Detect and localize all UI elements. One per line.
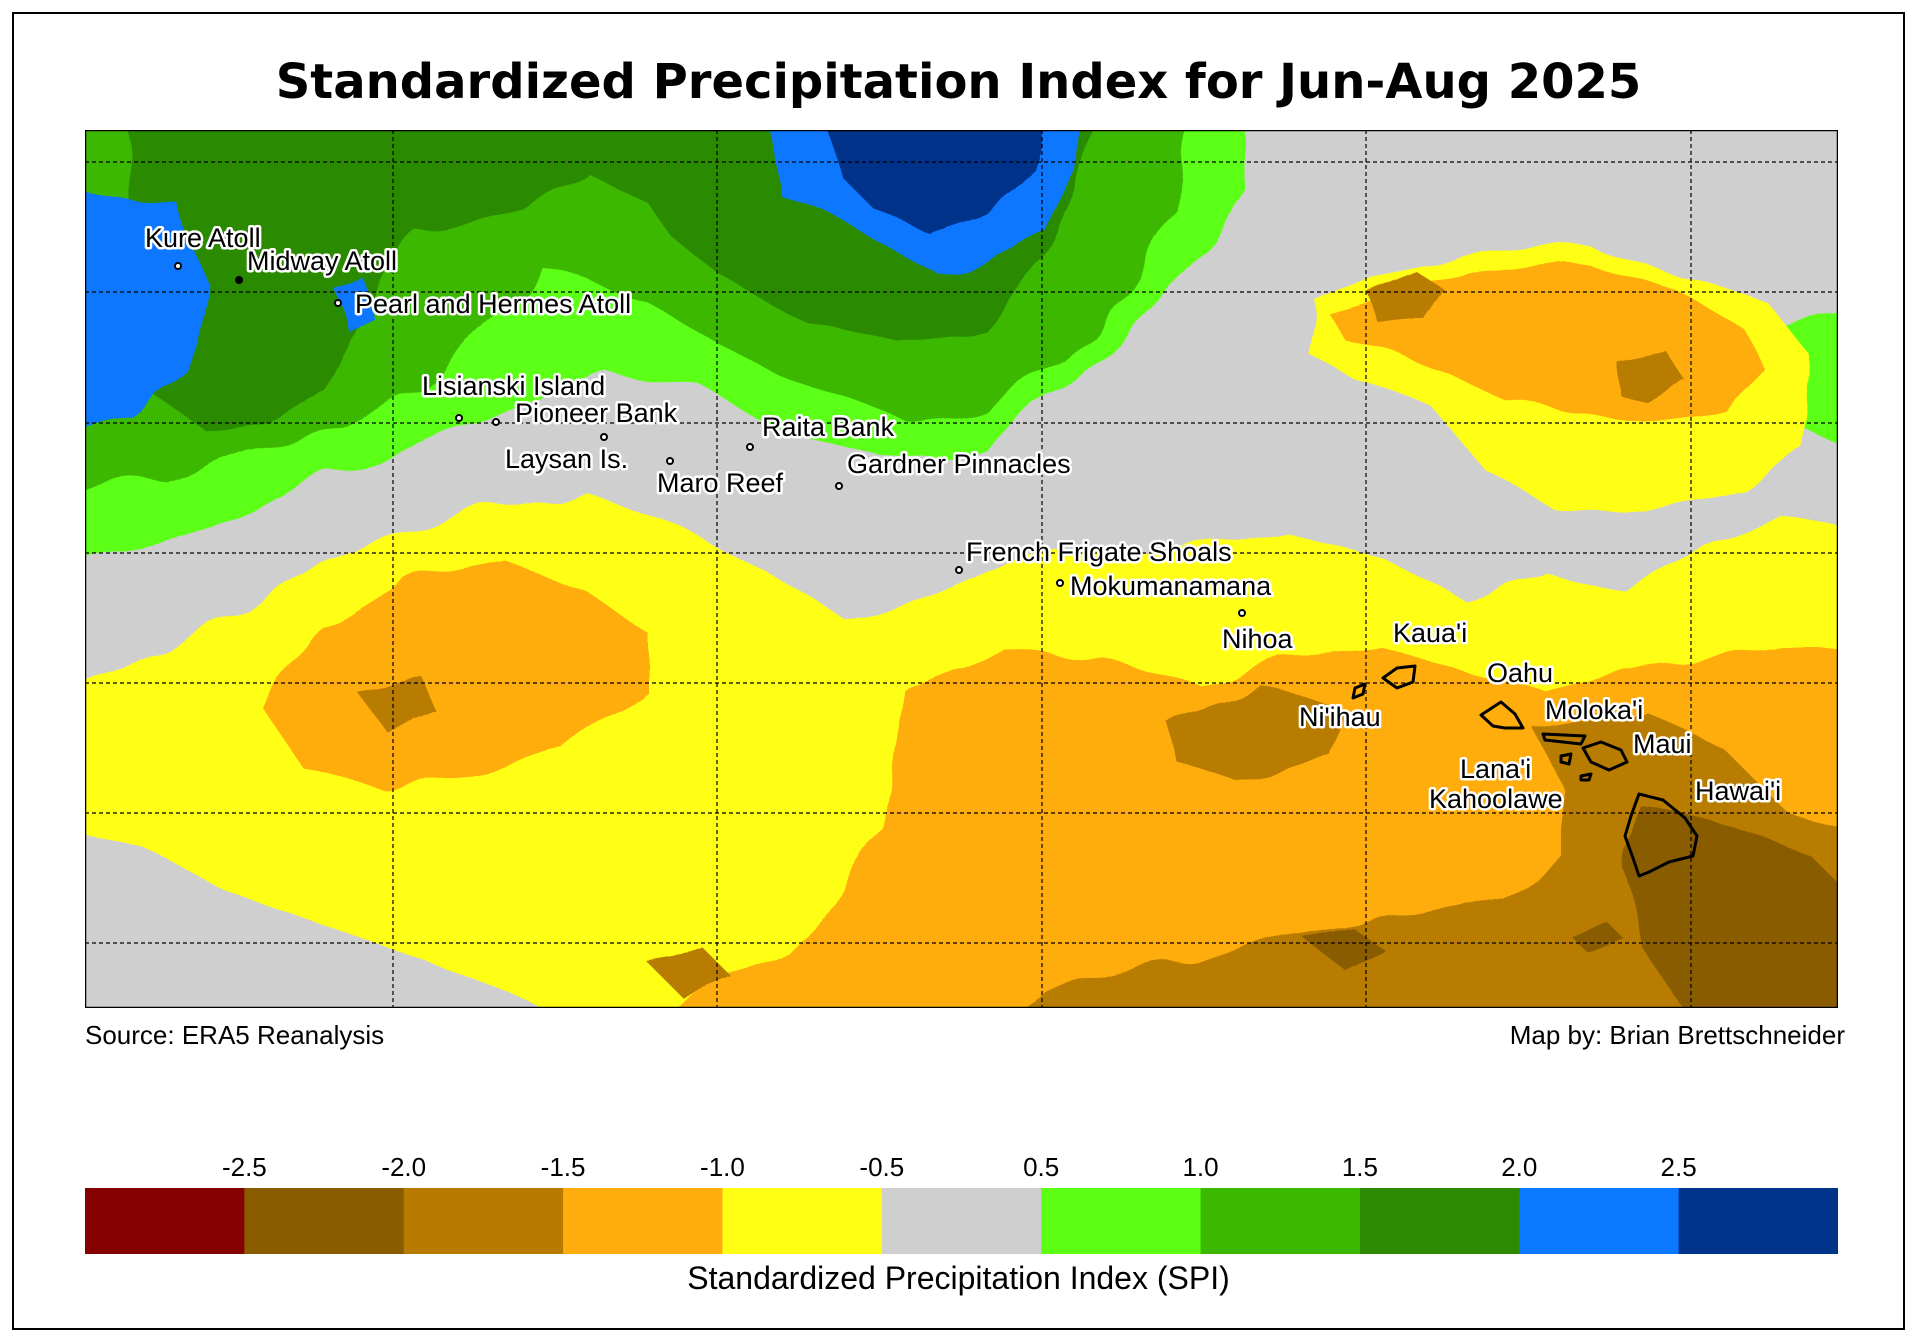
place-label-moloka-i: Moloka'i bbox=[1545, 695, 1643, 725]
colorbar-cell bbox=[1359, 1188, 1520, 1254]
place-marker-laysan-is bbox=[600, 433, 608, 441]
spi-dry-region bbox=[1365, 270, 1445, 320]
island-outlines bbox=[1351, 664, 1699, 878]
place-marker-raita-bank bbox=[746, 443, 754, 451]
place-label-mokumanamana: Mokumanamana bbox=[1070, 571, 1272, 601]
spi-dry-region bbox=[1018, 710, 1838, 1008]
colorbar-ticks: -2.5 -2.0 -1.5 -1.0 -0.5 0.5 1.0 1.5 2.0 2.5 bbox=[222, 1152, 1697, 1182]
colorbar-tick-label: -2.5 bbox=[222, 1152, 267, 1182]
colorbar-cell bbox=[1519, 1188, 1680, 1254]
place-label-oahu: Oahu bbox=[1487, 658, 1553, 688]
colorbar-cells bbox=[85, 1188, 1838, 1254]
place-label-gardner-pinnacles: Gardner Pinnacles bbox=[847, 449, 1071, 479]
colorbar: -2.5 -2.0 -1.5 -1.0 -0.5 0.5 1.0 1.5 2.0 2.5 bbox=[85, 1152, 1838, 1254]
colorbar-tick-label: 1.0 bbox=[1182, 1152, 1218, 1182]
spi-wet-region bbox=[828, 130, 1042, 230]
island-molokai bbox=[1541, 732, 1587, 746]
colorbar-tick-label: 2.0 bbox=[1501, 1152, 1537, 1182]
place-label-lisianski-island: Lisianski Island bbox=[422, 371, 605, 401]
colorbar-cell bbox=[563, 1188, 723, 1254]
place-label-raita-bank: Raita Bank bbox=[762, 412, 895, 442]
spi-dry-region bbox=[1165, 690, 1345, 780]
place-marker-pearl-and-hermes-atoll bbox=[334, 299, 342, 307]
colorbar-cell bbox=[881, 1188, 1042, 1254]
island-oahu bbox=[1479, 700, 1525, 730]
place-label-kure-atoll: Kure Atoll bbox=[145, 223, 261, 253]
island-maui bbox=[1581, 740, 1629, 772]
colorbar-tick-label: -0.5 bbox=[859, 1152, 904, 1182]
colorbar-cell bbox=[85, 1188, 245, 1254]
place-label-maui: Maui bbox=[1633, 729, 1692, 759]
place-label-midway-atoll: Midway Atoll bbox=[247, 246, 397, 276]
colorbar-tick-label: 2.5 bbox=[1661, 1152, 1697, 1182]
colorbar-title: Standardized Precipitation Index (SPI) bbox=[687, 1260, 1230, 1296]
place-label-kahoolawe: Kahoolawe bbox=[1429, 784, 1563, 814]
place-marker-maro-reef bbox=[666, 457, 674, 465]
spi-dry-region bbox=[355, 670, 435, 730]
spi-dry-region bbox=[1305, 930, 1385, 970]
island-kahoolawe bbox=[1579, 772, 1593, 782]
place-label-french-frigate-shoals: French Frigate Shoals bbox=[966, 537, 1232, 567]
colorbar-cell bbox=[1678, 1188, 1838, 1254]
place-label-lana-i: Lana'i bbox=[1460, 754, 1531, 784]
colorbar-cell bbox=[1041, 1188, 1202, 1254]
place-marker-midway-atoll bbox=[235, 276, 243, 284]
place-label-pearl-and-hermes-atoll: Pearl and Hermes Atoll bbox=[355, 289, 631, 319]
place-label-hawai-i: Hawai'i bbox=[1695, 776, 1781, 806]
place-label-pioneer-bank: Pioneer Bank bbox=[515, 398, 678, 428]
graticule bbox=[85, 130, 1838, 1008]
place-label-kaua-i: Kaua'i bbox=[1393, 618, 1467, 648]
place-marker-gardner-pinnacles bbox=[835, 482, 843, 490]
place-marker-kure-atoll bbox=[174, 262, 182, 270]
colorbar-cell bbox=[403, 1188, 564, 1254]
colorbar-cell bbox=[244, 1188, 405, 1254]
spi-dry-region bbox=[265, 560, 645, 790]
figure-frame bbox=[12, 12, 1905, 1330]
place-label-nihoa: Nihoa bbox=[1222, 624, 1294, 654]
source-caption: Source: ERA5 Reanalysis bbox=[85, 1020, 385, 1050]
map-title: Standardized Precipitation Index for Jun… bbox=[275, 54, 1642, 110]
place-label-maro-reef: Maro Reef bbox=[657, 468, 784, 498]
place-marker-french-frigate-shoals bbox=[955, 566, 963, 574]
colorbar-tick-label: -1.0 bbox=[700, 1152, 745, 1182]
colorbar-tick-label: 0.5 bbox=[1023, 1152, 1059, 1182]
credit-caption: Map by: Brian Brettschneider bbox=[1509, 1020, 1845, 1050]
colorbar-cell bbox=[722, 1188, 883, 1254]
colorbar-cell bbox=[1200, 1188, 1361, 1254]
place-marker-mokumanamana bbox=[1056, 579, 1064, 587]
place-label-ni-ihau: Ni'ihau bbox=[1299, 702, 1381, 732]
colorbar-tick-label: 1.5 bbox=[1342, 1152, 1378, 1182]
spi-wet-region bbox=[85, 191, 205, 428]
map-border bbox=[85, 130, 1838, 1008]
place-marker-nihoa bbox=[1238, 609, 1246, 617]
island-kauai bbox=[1381, 664, 1417, 690]
place-markers bbox=[174, 262, 1246, 617]
island-niihau bbox=[1351, 682, 1367, 700]
place-marker-pioneer-bank bbox=[492, 418, 500, 426]
island-lanai bbox=[1559, 752, 1573, 766]
colorbar-tick-label: -1.5 bbox=[541, 1152, 586, 1182]
place-label-laysan-is: Laysan Is. bbox=[505, 444, 628, 474]
spi-dry-region bbox=[645, 950, 735, 1000]
place-marker-lisianski-island bbox=[455, 414, 463, 422]
spi-dry-region bbox=[1615, 350, 1685, 400]
island-hawaii bbox=[1623, 792, 1699, 878]
colorbar-tick-label: -2.0 bbox=[381, 1152, 426, 1182]
